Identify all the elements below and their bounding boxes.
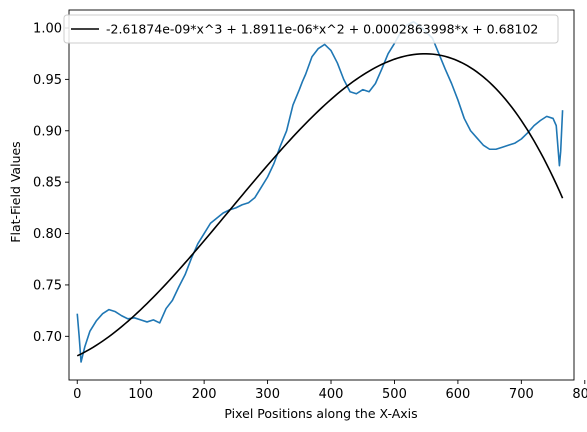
x-tick-label: 0 [73, 387, 81, 402]
y-tick-label: 0.70 [33, 330, 62, 345]
data-series-line [76, 21, 564, 363]
x-axis-label: Pixel Positions along the X-Axis [224, 406, 417, 421]
y-tick-label: 0.90 [33, 124, 62, 139]
axis-ticks: 0 100 200 300 400 500 600 700 800 0.70 0.75 0.80 0.8… [33, 21, 587, 402]
x-tick-label: 500 [382, 387, 407, 402]
x-tick-label: 200 [192, 387, 217, 402]
x-tick-label: 700 [509, 387, 534, 402]
plot-area [68, 9, 575, 381]
legend-box [63, 14, 559, 44]
y-tick-label: 0.85 [33, 176, 62, 191]
y-tick-label: 1.00 [33, 21, 62, 36]
y-tick-label: 0.95 [33, 73, 62, 88]
legend: -2.61874e-09*x^3 + 1.8911e-06*x^2 + 0.00… [63, 14, 559, 44]
y-tick-label: 0.80 [33, 227, 62, 242]
x-tick-label: 100 [128, 387, 153, 402]
y-tick-label: 0.75 [33, 278, 62, 293]
x-tick-label: 400 [319, 387, 344, 402]
x-tick-label: 800 [572, 387, 587, 402]
legend-fit-label: -2.61874e-09*x^3 + 1.8911e-06*x^2 + 0.00… [106, 22, 538, 37]
x-tick-label: 300 [255, 387, 280, 402]
x-tick-label: 600 [445, 387, 470, 402]
fit-curve-line [76, 52, 564, 357]
y-axis-label: Flat-Field Values [8, 141, 23, 242]
axes-frame [68, 9, 575, 381]
